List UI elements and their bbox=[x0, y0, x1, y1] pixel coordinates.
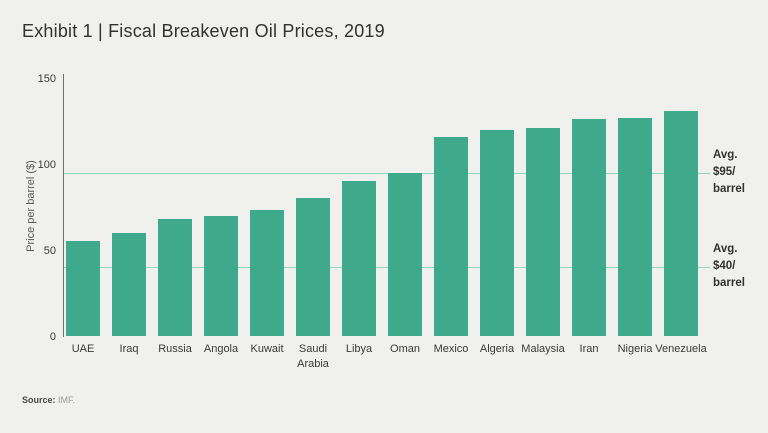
x-label-algeria: Algeria bbox=[479, 343, 515, 355]
y-tick-50: 50 bbox=[43, 245, 56, 257]
x-label-venezuela: Venezuela bbox=[655, 343, 707, 355]
x-label-oman: Oman bbox=[390, 343, 420, 355]
y-axis-title: Price per barrel ($) bbox=[25, 160, 37, 252]
reference-line-40 bbox=[63, 267, 710, 269]
bar-venezuela bbox=[664, 110, 698, 336]
bar-iran bbox=[572, 119, 606, 336]
x-label-russia: Russia bbox=[158, 343, 192, 355]
bar-malaysia bbox=[526, 127, 560, 336]
x-label-nigeria: Nigeria bbox=[617, 343, 653, 355]
y-axis-line bbox=[63, 74, 64, 337]
bar-libya bbox=[342, 181, 376, 336]
reference-annotation-95: Avg. $95/ barrel bbox=[713, 148, 745, 195]
y-tick-0: 0 bbox=[49, 331, 56, 343]
bar-nigeria bbox=[618, 117, 652, 336]
bar-kuwait bbox=[250, 210, 284, 336]
exhibit-title: Exhibit 1 | Fiscal Breakeven Oil Prices,… bbox=[22, 21, 385, 41]
bar-iraq bbox=[112, 232, 146, 336]
x-label-saudi-arabia: Saudi Arabia bbox=[297, 343, 329, 370]
bar-angola bbox=[204, 215, 238, 336]
x-label-libya: Libya bbox=[345, 343, 373, 355]
x-label-iran: Iran bbox=[579, 343, 599, 355]
bar-saudi-arabia bbox=[296, 198, 330, 336]
x-label-iraq: Iraq bbox=[119, 343, 139, 355]
bar-oman bbox=[388, 172, 422, 336]
source-value: IMF. bbox=[58, 395, 76, 405]
x-label-malaysia: Malaysia bbox=[521, 343, 565, 355]
bar-algeria bbox=[480, 129, 514, 336]
y-tick-100: 100 bbox=[37, 159, 56, 171]
source-note: Source: IMF. bbox=[22, 395, 75, 405]
reference-line-95 bbox=[63, 172, 710, 174]
x-label-angola: Angola bbox=[203, 343, 239, 355]
x-label-mexico: Mexico bbox=[433, 343, 469, 355]
bar-uae bbox=[66, 241, 100, 336]
bar-russia bbox=[158, 219, 192, 336]
bar-mexico bbox=[434, 136, 468, 336]
x-label-uae: UAE bbox=[71, 343, 95, 355]
y-tick-150: 150 bbox=[37, 73, 56, 85]
source-label: Source: bbox=[22, 395, 56, 405]
reference-annotation-40: Avg. $40/ barrel bbox=[713, 243, 745, 290]
x-label-kuwait: Kuwait bbox=[250, 343, 284, 355]
